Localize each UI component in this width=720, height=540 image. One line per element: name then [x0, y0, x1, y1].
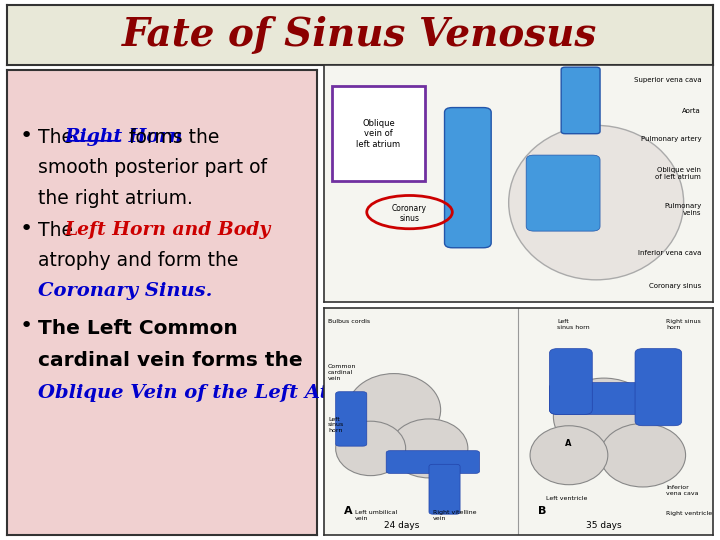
Text: Left
sinus
horn: Left sinus horn — [328, 417, 344, 433]
FancyBboxPatch shape — [549, 349, 593, 414]
Text: Coronary
sinus: Coronary sinus — [392, 204, 427, 223]
FancyBboxPatch shape — [429, 464, 460, 514]
Text: Left ventricle: Left ventricle — [546, 496, 587, 501]
Text: The: The — [38, 221, 79, 240]
Text: •: • — [19, 219, 33, 239]
FancyBboxPatch shape — [332, 86, 425, 181]
Text: The Left Common: The Left Common — [38, 319, 238, 338]
Text: 24 days: 24 days — [384, 521, 420, 530]
Text: Coronary sinus: Coronary sinus — [649, 284, 701, 289]
Text: Oblique vein
of left atrium: Oblique vein of left atrium — [655, 167, 701, 180]
Text: Pulmonary artery: Pulmonary artery — [641, 136, 701, 142]
Ellipse shape — [508, 125, 684, 280]
FancyBboxPatch shape — [386, 451, 480, 474]
Text: the right atrium.: the right atrium. — [38, 188, 193, 207]
Ellipse shape — [390, 419, 468, 478]
Text: forms the: forms the — [123, 128, 220, 147]
FancyBboxPatch shape — [561, 67, 600, 134]
Text: Right sinus
horn: Right sinus horn — [666, 319, 701, 330]
Text: Pulmonary
veins: Pulmonary veins — [664, 202, 701, 215]
Text: cardinal vein forms the: cardinal vein forms the — [38, 351, 303, 370]
Text: smooth posterior part of: smooth posterior part of — [38, 158, 267, 178]
Text: A: A — [343, 507, 352, 516]
FancyBboxPatch shape — [336, 392, 366, 446]
FancyBboxPatch shape — [549, 383, 662, 414]
Text: Common
cardinal
vein: Common cardinal vein — [328, 364, 356, 381]
Text: Fate of Sinus Venosus: Fate of Sinus Venosus — [122, 16, 598, 54]
Ellipse shape — [600, 423, 685, 487]
Text: A: A — [565, 440, 572, 448]
Ellipse shape — [554, 378, 654, 455]
Ellipse shape — [336, 421, 405, 476]
FancyBboxPatch shape — [444, 107, 491, 248]
FancyBboxPatch shape — [635, 349, 682, 426]
Text: Superior vena cava: Superior vena cava — [634, 77, 701, 83]
Text: Coronary Sinus.: Coronary Sinus. — [38, 281, 212, 300]
Text: Oblique
vein of
left atrium: Oblique vein of left atrium — [356, 119, 400, 148]
Text: 35 days: 35 days — [586, 521, 622, 530]
Text: The: The — [38, 128, 79, 147]
Text: Left umbilical
vein: Left umbilical vein — [355, 510, 397, 521]
Text: Bulbus cordis: Bulbus cordis — [328, 319, 370, 324]
Text: Right vitelline
vein: Right vitelline vein — [433, 510, 477, 521]
Ellipse shape — [530, 426, 608, 485]
Text: Inferior
vena cava: Inferior vena cava — [666, 485, 698, 496]
Text: Left
sinus horn: Left sinus horn — [557, 319, 590, 330]
Ellipse shape — [347, 374, 441, 446]
Text: B: B — [538, 507, 546, 516]
Text: •: • — [19, 316, 33, 336]
Text: •: • — [19, 126, 33, 146]
Text: Aorta: Aorta — [683, 107, 701, 113]
Text: Left Horn and Body: Left Horn and Body — [65, 221, 271, 239]
Text: Inferior vena cava: Inferior vena cava — [638, 250, 701, 256]
Text: Right Horn: Right Horn — [65, 128, 183, 146]
Text: Right ventricle: Right ventricle — [666, 511, 712, 516]
Text: Oblique Vein of the Left Atrium.: Oblique Vein of the Left Atrium. — [38, 383, 388, 402]
FancyBboxPatch shape — [526, 155, 600, 231]
Text: atrophy and form the: atrophy and form the — [38, 251, 238, 271]
